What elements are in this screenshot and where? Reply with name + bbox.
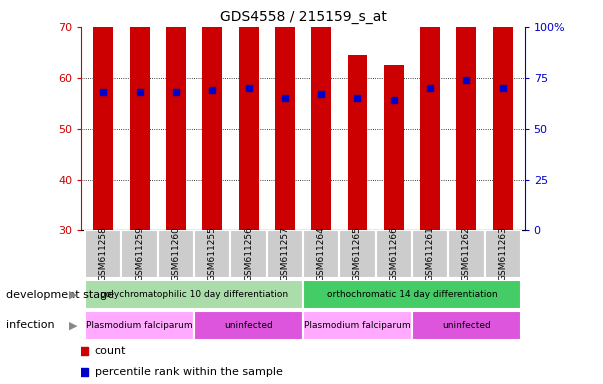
Text: GSM611266: GSM611266 xyxy=(390,226,399,281)
Bar xyxy=(303,311,412,340)
Text: GSM611264: GSM611264 xyxy=(317,226,326,281)
Bar xyxy=(275,24,295,230)
Text: orthochromatic 14 day differentiation: orthochromatic 14 day differentiation xyxy=(327,290,497,299)
Text: GSM611263: GSM611263 xyxy=(498,226,507,281)
Bar xyxy=(85,230,121,278)
Bar xyxy=(130,0,150,230)
Bar xyxy=(376,230,412,278)
Bar xyxy=(267,230,303,278)
Title: GDS4558 / 215159_s_at: GDS4558 / 215159_s_at xyxy=(219,10,387,25)
Bar xyxy=(303,280,521,309)
Bar xyxy=(230,230,267,278)
Text: GSM611257: GSM611257 xyxy=(280,226,289,281)
Text: Plasmodium falciparum: Plasmodium falciparum xyxy=(86,321,193,330)
Text: development stage: development stage xyxy=(6,290,114,300)
Bar xyxy=(93,0,113,230)
Bar xyxy=(194,230,230,278)
Text: GSM611265: GSM611265 xyxy=(353,226,362,281)
Text: percentile rank within the sample: percentile rank within the sample xyxy=(95,367,283,377)
Bar xyxy=(384,65,404,230)
Bar xyxy=(121,230,158,278)
Text: Plasmodium falciparum: Plasmodium falciparum xyxy=(304,321,411,330)
Bar xyxy=(347,55,367,230)
Bar xyxy=(448,230,485,278)
Text: ▶: ▶ xyxy=(69,320,78,331)
Text: polychromatophilic 10 day differentiation: polychromatophilic 10 day differentiatio… xyxy=(100,290,288,299)
Bar xyxy=(194,311,303,340)
Text: GSM611256: GSM611256 xyxy=(244,226,253,281)
Bar xyxy=(303,230,339,278)
Bar xyxy=(412,311,521,340)
Text: GSM611261: GSM611261 xyxy=(426,226,435,281)
Bar xyxy=(158,230,194,278)
Bar xyxy=(493,0,513,230)
Bar xyxy=(485,230,521,278)
Bar xyxy=(412,230,448,278)
Text: GSM611258: GSM611258 xyxy=(99,226,108,281)
Bar xyxy=(339,230,376,278)
Bar xyxy=(85,311,194,340)
Text: GSM611260: GSM611260 xyxy=(171,226,180,281)
Bar xyxy=(85,280,303,309)
Text: uninfected: uninfected xyxy=(224,321,273,330)
Text: GSM611262: GSM611262 xyxy=(462,226,471,281)
Text: count: count xyxy=(95,346,126,356)
Bar xyxy=(166,0,186,230)
Text: GSM611259: GSM611259 xyxy=(135,226,144,281)
Text: GSM611255: GSM611255 xyxy=(207,226,216,281)
Bar xyxy=(239,0,259,230)
Bar xyxy=(456,0,476,230)
Bar xyxy=(311,9,331,230)
Bar xyxy=(202,0,222,230)
Bar xyxy=(420,0,440,230)
Text: infection: infection xyxy=(6,320,55,331)
Text: ▶: ▶ xyxy=(69,290,78,300)
Text: uninfected: uninfected xyxy=(442,321,491,330)
